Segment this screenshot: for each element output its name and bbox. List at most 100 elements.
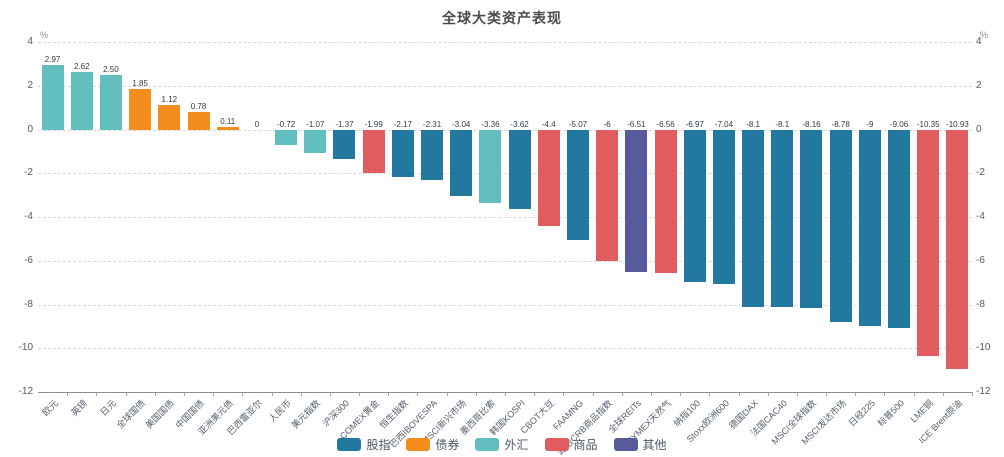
bar-value-label: 2.97 (44, 54, 61, 64)
bar[interactable] (450, 129, 473, 196)
bar[interactable] (917, 129, 940, 356)
x-axis-tick (329, 392, 331, 396)
legend-label: 债券 (435, 438, 460, 452)
bar-value-label: -9 (866, 119, 874, 129)
bar-value-label: -10.35 (916, 119, 940, 129)
y-axis-tick-label-left: -2 (24, 167, 33, 179)
bar[interactable] (479, 129, 502, 203)
y-gridline (38, 129, 972, 131)
bar[interactable] (537, 129, 560, 226)
x-axis-tick (826, 392, 828, 396)
bar[interactable] (304, 129, 327, 153)
bar-value-label: -2.17 (393, 119, 412, 129)
bar[interactable] (99, 74, 122, 130)
y-gridline (38, 260, 972, 262)
y-axis-tick-label-left: -12 (18, 386, 33, 397)
bar[interactable] (683, 129, 706, 282)
y-axis-tick-label-right: -6 (976, 254, 985, 266)
y-gridline (38, 348, 972, 350)
bar[interactable] (596, 129, 619, 261)
bar[interactable] (333, 129, 356, 160)
legend-item-股指[interactable]: 股指 (337, 436, 390, 453)
legend-label: 外汇 (504, 438, 529, 452)
legend-item-外汇[interactable]: 外汇 (475, 436, 529, 453)
y-axis-tick-label-right: -10 (976, 342, 991, 354)
bar[interactable] (70, 72, 93, 130)
legend-item-其他[interactable]: 其他 (613, 436, 667, 453)
y-axis-unit-right: % (980, 30, 989, 40)
bar[interactable] (654, 129, 677, 273)
legend-label: 股指 (366, 438, 391, 452)
bar[interactable] (391, 129, 414, 177)
y-axis-tick-label-right: -12 (976, 386, 991, 397)
bar-value-label: -3.62 (510, 119, 529, 129)
x-axis-tick (125, 392, 127, 396)
bar-value-label: 2.62 (73, 62, 90, 72)
bar[interactable] (946, 129, 969, 369)
bar-value-label: 0.78 (190, 102, 207, 112)
x-axis-tick (913, 392, 915, 396)
x-axis-tick (942, 392, 944, 396)
legend-swatch-icon (475, 438, 500, 451)
bar[interactable] (771, 129, 794, 307)
bar[interactable] (362, 129, 385, 174)
x-axis-tick (475, 392, 477, 396)
bar-value-label: 0 (254, 119, 260, 129)
y-axis-tick-label-right: -2 (976, 167, 985, 179)
bar-value-label: -3.04 (452, 119, 471, 129)
legend-swatch-icon (337, 438, 362, 451)
bar[interactable] (625, 129, 648, 272)
bar-value-label: -6.56 (656, 119, 675, 129)
bar[interactable] (421, 129, 444, 181)
legend-label: 其他 (642, 438, 667, 452)
x-axis-tick (972, 392, 973, 396)
bar-value-label: -6.51 (627, 119, 646, 129)
bar-value-label: -1.37 (335, 119, 354, 129)
bar[interactable] (41, 64, 64, 130)
y-axis-tick-label-right: 4 (976, 36, 982, 47)
chart-title: 全球大类资产表现 (442, 10, 562, 26)
x-axis-tick (213, 392, 215, 396)
bar[interactable] (508, 129, 531, 209)
x-axis-tick (650, 392, 652, 396)
bar[interactable] (800, 129, 823, 308)
y-axis-tick-label-right: -8 (976, 298, 985, 310)
x-axis-tick (563, 392, 565, 396)
y-gridline (38, 85, 972, 87)
x-axis-tick (271, 392, 273, 396)
x-axis-tick (96, 392, 98, 396)
bar[interactable] (829, 129, 852, 322)
bar-value-label: -6 (603, 119, 611, 129)
bar[interactable] (888, 129, 911, 328)
bar-value-label: -8.1 (775, 119, 790, 129)
y-axis-tick-label-left: -8 (24, 298, 33, 310)
legend-swatch-icon (613, 438, 638, 451)
legend-item-债券[interactable]: 债券 (406, 436, 459, 453)
bar-value-label: 1.85 (132, 79, 148, 89)
x-axis-tick (388, 392, 390, 396)
bar-value-label: -2.31 (422, 119, 442, 129)
bar-value-label: -8.78 (831, 119, 850, 129)
bar[interactable] (566, 129, 589, 241)
bar[interactable] (712, 129, 735, 284)
bar[interactable] (187, 112, 210, 130)
x-axis-tick (417, 392, 419, 396)
x-axis-tick (884, 392, 886, 396)
x-axis-tick (446, 392, 448, 396)
bar[interactable] (216, 127, 239, 130)
legend-item-商品[interactable]: 商品 (544, 436, 598, 453)
legend: 股指 债券 外汇 商品 其他 (0, 436, 1004, 453)
bar-value-label: -7.04 (714, 119, 734, 129)
legend-swatch-icon (406, 438, 431, 451)
bar[interactable] (858, 129, 881, 327)
bar-value-label: -0.72 (276, 119, 296, 129)
y-axis-tick-label-left: -4 (24, 211, 33, 222)
x-axis-tick (534, 392, 536, 396)
bar[interactable] (129, 89, 152, 130)
y-gridline (38, 217, 972, 218)
y-axis-tick-label-left: -10 (18, 342, 33, 354)
bar[interactable] (158, 105, 181, 130)
bar-value-label: -4.4 (541, 119, 556, 129)
bar[interactable] (275, 129, 298, 146)
bar[interactable] (742, 129, 765, 307)
